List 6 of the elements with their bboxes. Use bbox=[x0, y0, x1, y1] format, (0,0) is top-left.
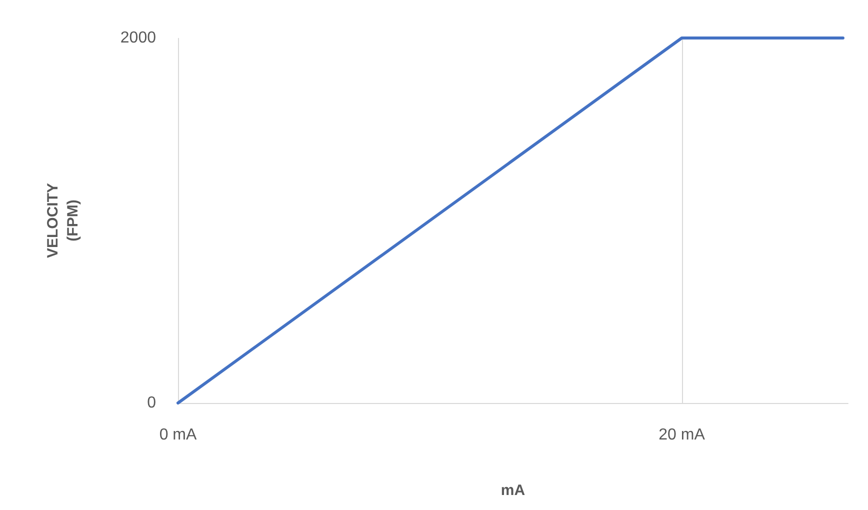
x-tick-label: 0 mA bbox=[159, 426, 197, 444]
y-tick-label: 2000 bbox=[120, 30, 156, 46]
y-axis-title: VELOCITY (FPM) bbox=[44, 182, 82, 258]
x-axis-title: mA bbox=[500, 482, 526, 499]
x-tick-label: 20 mA bbox=[658, 426, 706, 444]
y-tick-label: 0 bbox=[147, 394, 156, 412]
